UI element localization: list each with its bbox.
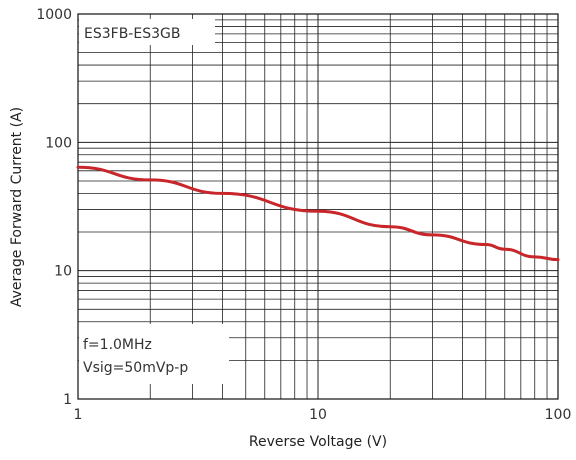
y-tick-label: 100 [45, 135, 72, 151]
y-axis-title: Average Forward Current (A) [9, 107, 25, 307]
series-line [76, 165, 560, 262]
condition-signal: Vsig=50mVp-p [83, 360, 188, 376]
x-axis-title: Reverse Voltage (V) [249, 434, 387, 450]
grid [78, 14, 558, 399]
x-tick-label: 1 [74, 407, 83, 423]
conditions-box [79, 324, 229, 384]
y-tick-label: 1000 [36, 7, 72, 23]
y-tick-label: 1 [63, 392, 72, 408]
y-tick-labels: 1 10 100 1000 [36, 7, 72, 408]
plot-frame [77, 13, 559, 400]
conditions-note: f=1.0MHz Vsig=50mVp-p [79, 324, 229, 384]
series-layer [76, 165, 560, 262]
x-tick-labels: 1 10 100 [74, 407, 572, 423]
x-tick-label: 10 [309, 407, 327, 423]
condition-frequency: f=1.0MHz [83, 337, 152, 353]
y-tick-label: 10 [54, 264, 72, 280]
part-label-text: ES3FB-ES3GB [84, 26, 180, 42]
part-label-box [79, 19, 215, 45]
part-label: ES3FB-ES3GB [79, 19, 215, 45]
x-tick-label: 100 [545, 407, 572, 423]
